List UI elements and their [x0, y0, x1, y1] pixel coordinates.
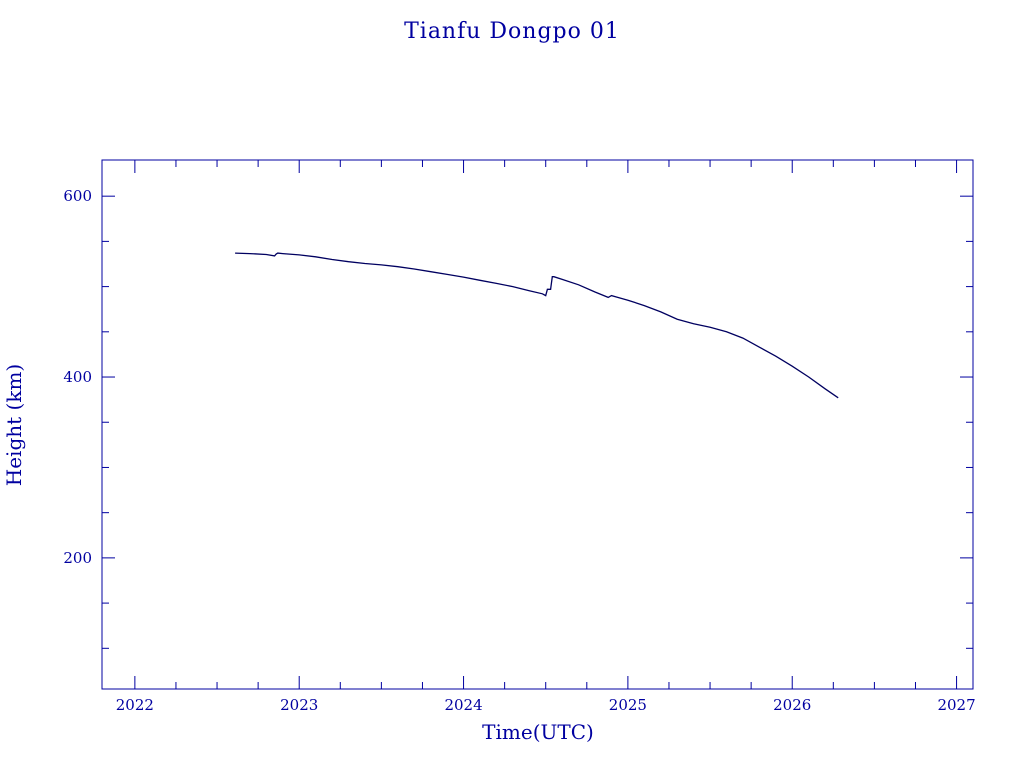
axis-ticks	[102, 160, 973, 689]
height-series-line	[235, 252, 839, 399]
x-axis-label: Time(UTC)	[482, 720, 594, 744]
x-tick-label: 2022	[116, 696, 154, 714]
chart-title: Tianfu Dongpo 01	[404, 19, 620, 44]
x-tick-label: 2027	[937, 696, 975, 714]
y-tick-label: 200	[63, 549, 92, 567]
y-tick-label: 600	[63, 187, 92, 205]
x-tick-label: 2026	[773, 696, 811, 714]
x-tick-label: 2025	[609, 696, 647, 714]
y-tick-label: 400	[63, 368, 92, 386]
plot-frame	[101, 159, 974, 690]
x-tick-label: 2024	[444, 696, 482, 714]
tick-labels: 2022 2023 2024 2025 2026 2027 200 400 600	[63, 187, 975, 714]
x-tick-label: 2023	[280, 696, 318, 714]
y-axis-label: Height (km)	[2, 364, 26, 486]
